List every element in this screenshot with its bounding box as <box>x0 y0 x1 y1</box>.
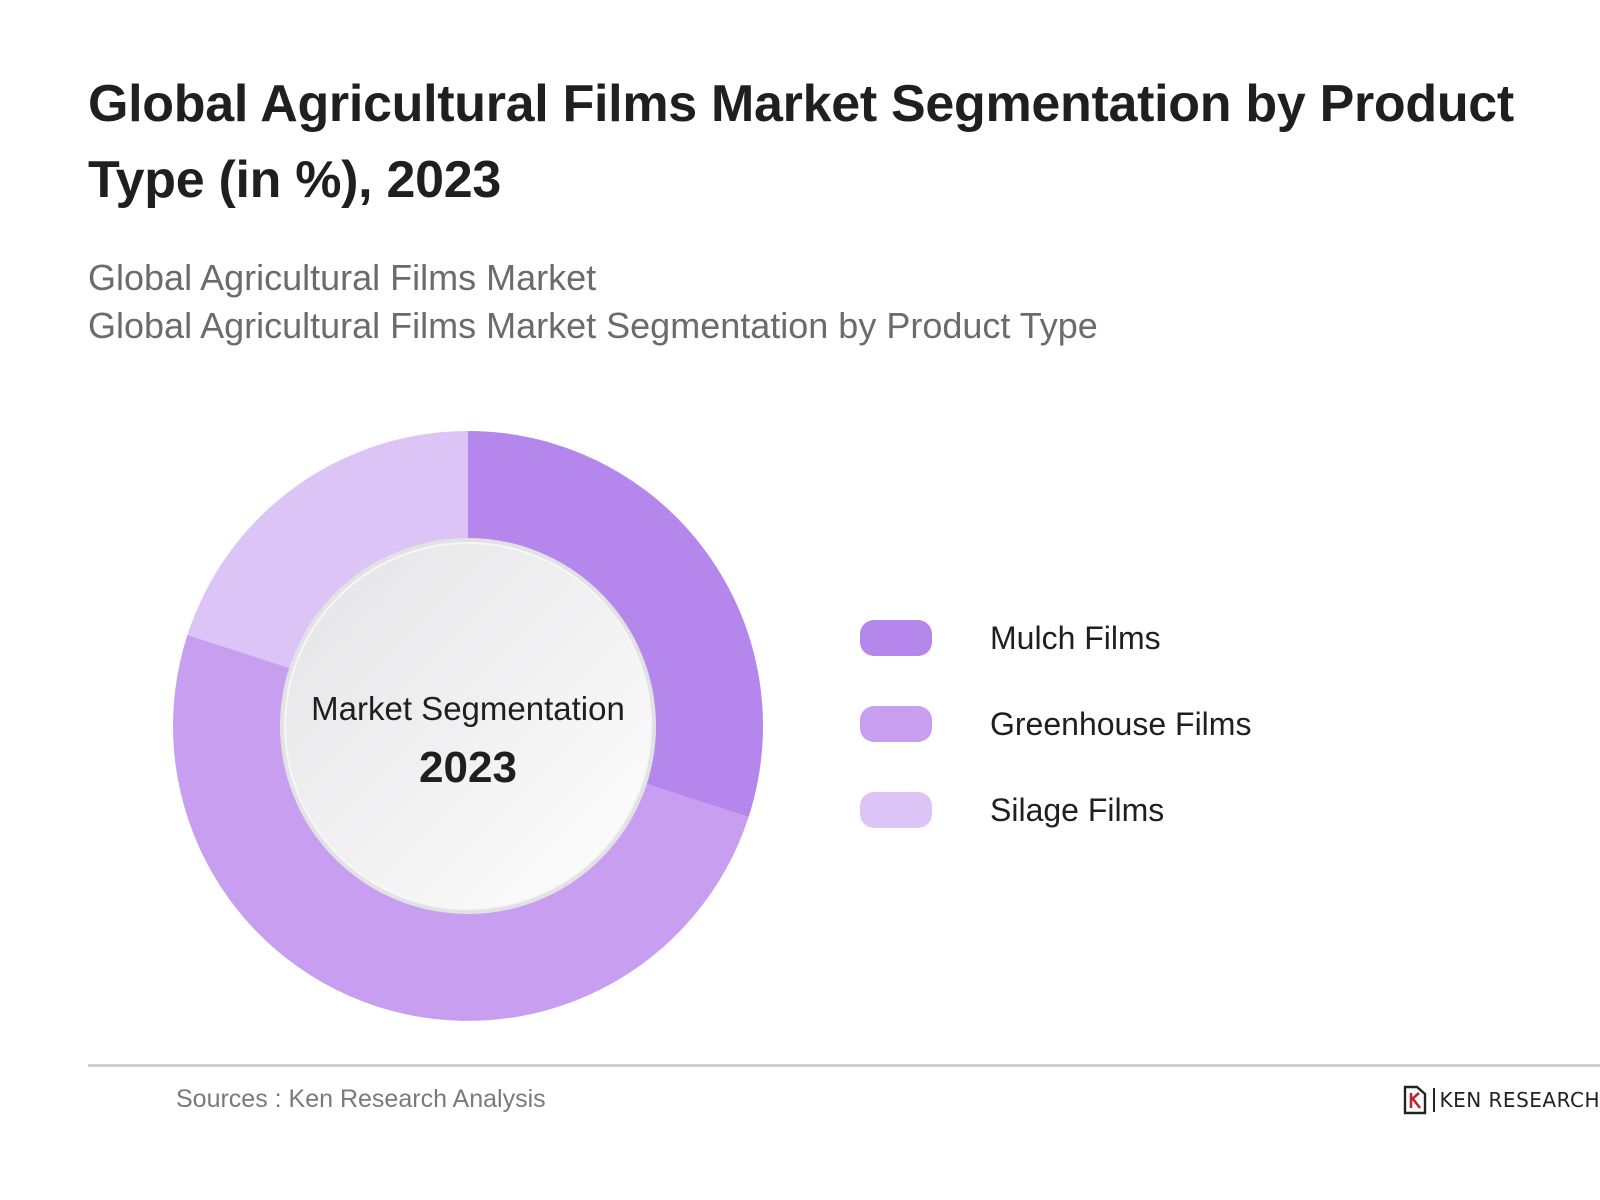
center-label: Market Segmentation <box>311 690 625 727</box>
legend-item-mulch-films: Mulch Films <box>860 612 1360 698</box>
chart-subtitle: Global Agricultural Films Market Global … <box>88 254 1098 350</box>
source-note: Sources : Ken Research Analysis <box>176 1085 546 1113</box>
legend-label-silage-films: Silage Films <box>990 792 1165 828</box>
legend-label-greenhouse-films: Greenhouse Films <box>990 706 1252 742</box>
legend-label-mulch-films: Mulch Films <box>990 620 1161 656</box>
chart-legend: Mulch Films Greenhouse Films Silage Films <box>860 612 1360 870</box>
legend-item-silage-films: Silage Films <box>860 784 1360 870</box>
legend-swatch-silage-films <box>860 792 932 828</box>
legend-swatch-greenhouse-films <box>860 706 932 742</box>
donut-slice-greenhouse-films <box>173 634 749 1021</box>
legend-swatch-mulch-films <box>860 620 932 656</box>
brand-mark: KEN RESEARCH <box>1403 1084 1600 1116</box>
chart-title: Global Agricultural Films Market Segment… <box>88 75 1514 209</box>
footer-divider <box>88 1064 1600 1067</box>
brand-name: KEN RESEARCH <box>1433 1088 1600 1112</box>
subtitle-line-1: Global Agricultural Films Market <box>88 257 597 298</box>
legend-item-greenhouse-films: Greenhouse Films <box>860 698 1360 784</box>
center-disc <box>286 544 650 908</box>
center-year: 2023 <box>419 743 517 792</box>
donut-slice-mulch-films <box>468 431 763 818</box>
subtitle-line-2: Global Agricultural Films Market Segment… <box>88 305 1098 346</box>
donut-slice-silage-films <box>187 431 468 670</box>
ken-research-logo-icon <box>1404 1085 1427 1115</box>
donut-slices <box>173 431 763 1021</box>
